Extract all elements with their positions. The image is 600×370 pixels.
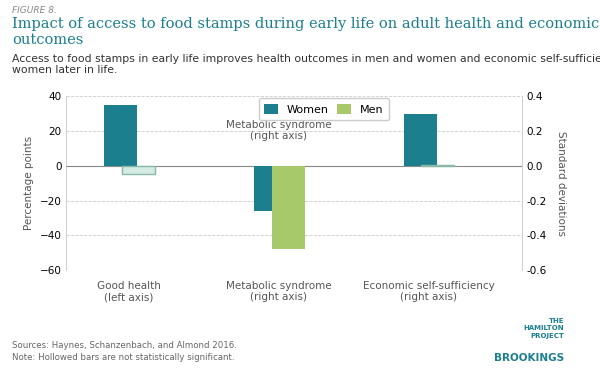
Bar — [404, 114, 437, 166]
Bar — [104, 105, 137, 166]
Bar — [421, 165, 455, 166]
Text: Access to food stamps in early life improves health outcomes in men and women an: Access to food stamps in early life impr… — [12, 54, 600, 75]
Y-axis label: Standard deviations: Standard deviations — [556, 131, 566, 236]
Text: BROOKINGS: BROOKINGS — [494, 353, 564, 363]
Text: Good health
(left axis): Good health (left axis) — [97, 280, 161, 302]
Text: THE
HAMILTON
PROJECT: THE HAMILTON PROJECT — [523, 317, 564, 339]
Bar — [271, 166, 305, 249]
Text: FIGURE 8.: FIGURE 8. — [12, 6, 57, 14]
Legend: Women, Men: Women, Men — [259, 98, 389, 120]
Bar — [254, 166, 286, 211]
Bar — [121, 166, 155, 174]
Text: Note: Hollowed bars are not statistically significant.: Note: Hollowed bars are not statisticall… — [12, 353, 235, 362]
Text: Sources: Haynes, Schanzenbach, and Almond 2016.: Sources: Haynes, Schanzenbach, and Almon… — [12, 341, 237, 350]
Text: Economic self-sufficiency
(right axis): Economic self-sufficiency (right axis) — [363, 280, 495, 302]
Y-axis label: Percentage points: Percentage points — [25, 136, 34, 230]
Text: Metabolic syndrome
(right axis): Metabolic syndrome (right axis) — [226, 120, 332, 141]
Text: Impact of access to food stamps during early life on adult health and economic o: Impact of access to food stamps during e… — [12, 17, 599, 47]
Text: Metabolic syndrome
(right axis): Metabolic syndrome (right axis) — [226, 280, 332, 302]
